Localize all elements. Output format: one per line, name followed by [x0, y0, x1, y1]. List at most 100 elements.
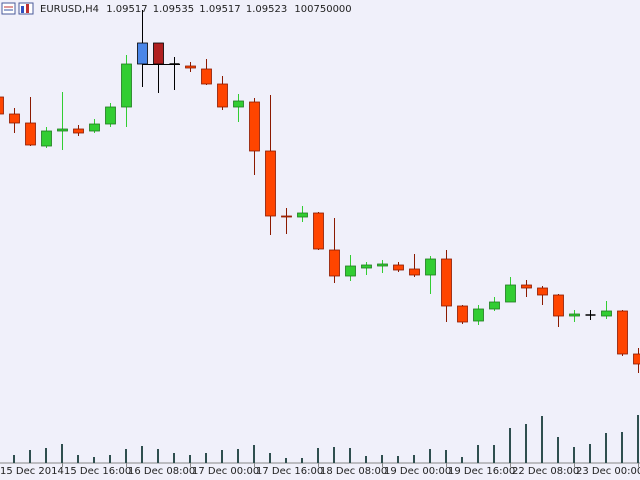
- volume-bar: [317, 448, 319, 463]
- volume-bar: [173, 453, 175, 463]
- volume-bar: [445, 450, 447, 463]
- volume-bar: [125, 449, 127, 463]
- volume-bar: [13, 455, 15, 463]
- candle-body: [9, 113, 20, 124]
- candle-body: [457, 305, 468, 323]
- candle-body: [217, 83, 228, 108]
- volume-bar: [413, 455, 415, 463]
- candle-body: [505, 284, 516, 303]
- candle-body: [569, 313, 580, 317]
- volume-bar: [221, 450, 223, 463]
- candle: [297, 206, 308, 222]
- x-tick-label: 15 Dec 16:00: [64, 466, 131, 477]
- header-high: 1.09535: [153, 4, 194, 15]
- volume-bar: [509, 428, 511, 463]
- volume-bar: [61, 444, 63, 463]
- candle-body: [105, 106, 116, 125]
- header-close: 1.09523: [246, 4, 287, 15]
- icon-bar: [26, 4, 29, 13]
- candle-body: [25, 122, 36, 146]
- candle: [265, 95, 276, 235]
- volume-bar: [157, 449, 159, 463]
- candle-body: [425, 258, 436, 276]
- volume-bar: [253, 445, 255, 463]
- volume-bar: [189, 455, 191, 463]
- candle: [409, 254, 420, 277]
- candle: [89, 119, 100, 133]
- volume-bar: [29, 450, 31, 463]
- candle-body: [89, 123, 100, 132]
- candle: [281, 208, 292, 234]
- candle: [617, 310, 628, 356]
- candle: [473, 305, 484, 325]
- candle-body: [281, 215, 292, 218]
- candle: [633, 348, 640, 373]
- candle: [201, 59, 212, 85]
- volume-bar: [429, 449, 431, 463]
- candle: [41, 127, 52, 148]
- x-tick-label: 15 Dec 2014: [0, 466, 64, 477]
- volume-bar: [573, 447, 575, 463]
- volume-bar: [637, 415, 639, 463]
- candle-body: [377, 263, 388, 267]
- candle: [9, 108, 20, 133]
- candle: [489, 297, 500, 311]
- candle: [169, 57, 180, 90]
- volume-bar: [141, 446, 143, 463]
- candle-body: [361, 264, 372, 269]
- candle: [313, 212, 324, 250]
- candle-body: [121, 63, 132, 108]
- x-tick-label: 23 Dec 00:00: [576, 466, 640, 477]
- icon-bar: [21, 6, 24, 13]
- volume-bar: [381, 455, 383, 463]
- candle: [361, 262, 372, 275]
- x-tick-label: 19 Dec 16:00: [448, 466, 515, 477]
- candle-body: [489, 301, 500, 310]
- candle-body: [201, 68, 212, 85]
- candle: [57, 92, 68, 150]
- candle-body: [633, 353, 640, 365]
- volume-bar: [45, 448, 47, 463]
- volume-bar: [269, 453, 271, 463]
- candle-body: [185, 65, 196, 69]
- x-tick-label: 17 Dec 00:00: [192, 466, 259, 477]
- candle: [441, 250, 452, 322]
- volume-bar: [77, 455, 79, 463]
- candle: [521, 280, 532, 297]
- volume-bar: [205, 453, 207, 463]
- volume-bar: [589, 444, 591, 463]
- volume-bar: [93, 457, 95, 463]
- candle: [425, 256, 436, 294]
- symbol-icons: [1, 2, 34, 15]
- candle: [185, 62, 196, 72]
- candle-body: [313, 212, 324, 250]
- candle-body: [601, 310, 612, 317]
- candle-body: [393, 264, 404, 271]
- candle-body: [137, 42, 148, 65]
- candle-body: [73, 128, 84, 134]
- header-low: 1.09517: [199, 4, 240, 15]
- volume-bar: [301, 458, 303, 463]
- candle-body: [409, 268, 420, 276]
- candle-body: [521, 284, 532, 289]
- header-volume: 100750000: [294, 4, 351, 15]
- volume-bar: [493, 445, 495, 463]
- candle: [0, 96, 4, 115]
- candle-body: [153, 42, 164, 65]
- candle: [137, 10, 148, 87]
- candle: [569, 310, 580, 322]
- x-tick-label: 16 Dec 08:00: [128, 466, 195, 477]
- volume-bar: [349, 448, 351, 463]
- candle: [601, 301, 612, 319]
- volume-bar: [557, 437, 559, 463]
- candle-body: [553, 294, 564, 317]
- candle: [393, 262, 404, 272]
- x-tick-label: 17 Dec 16:00: [256, 466, 323, 477]
- candle: [457, 305, 468, 324]
- candle-body: [537, 287, 548, 296]
- header: EURUSD,H4 1.09517 1.09535 1.09517 1.0952…: [40, 4, 352, 15]
- candle-body: [617, 310, 628, 355]
- candle-body: [329, 249, 340, 277]
